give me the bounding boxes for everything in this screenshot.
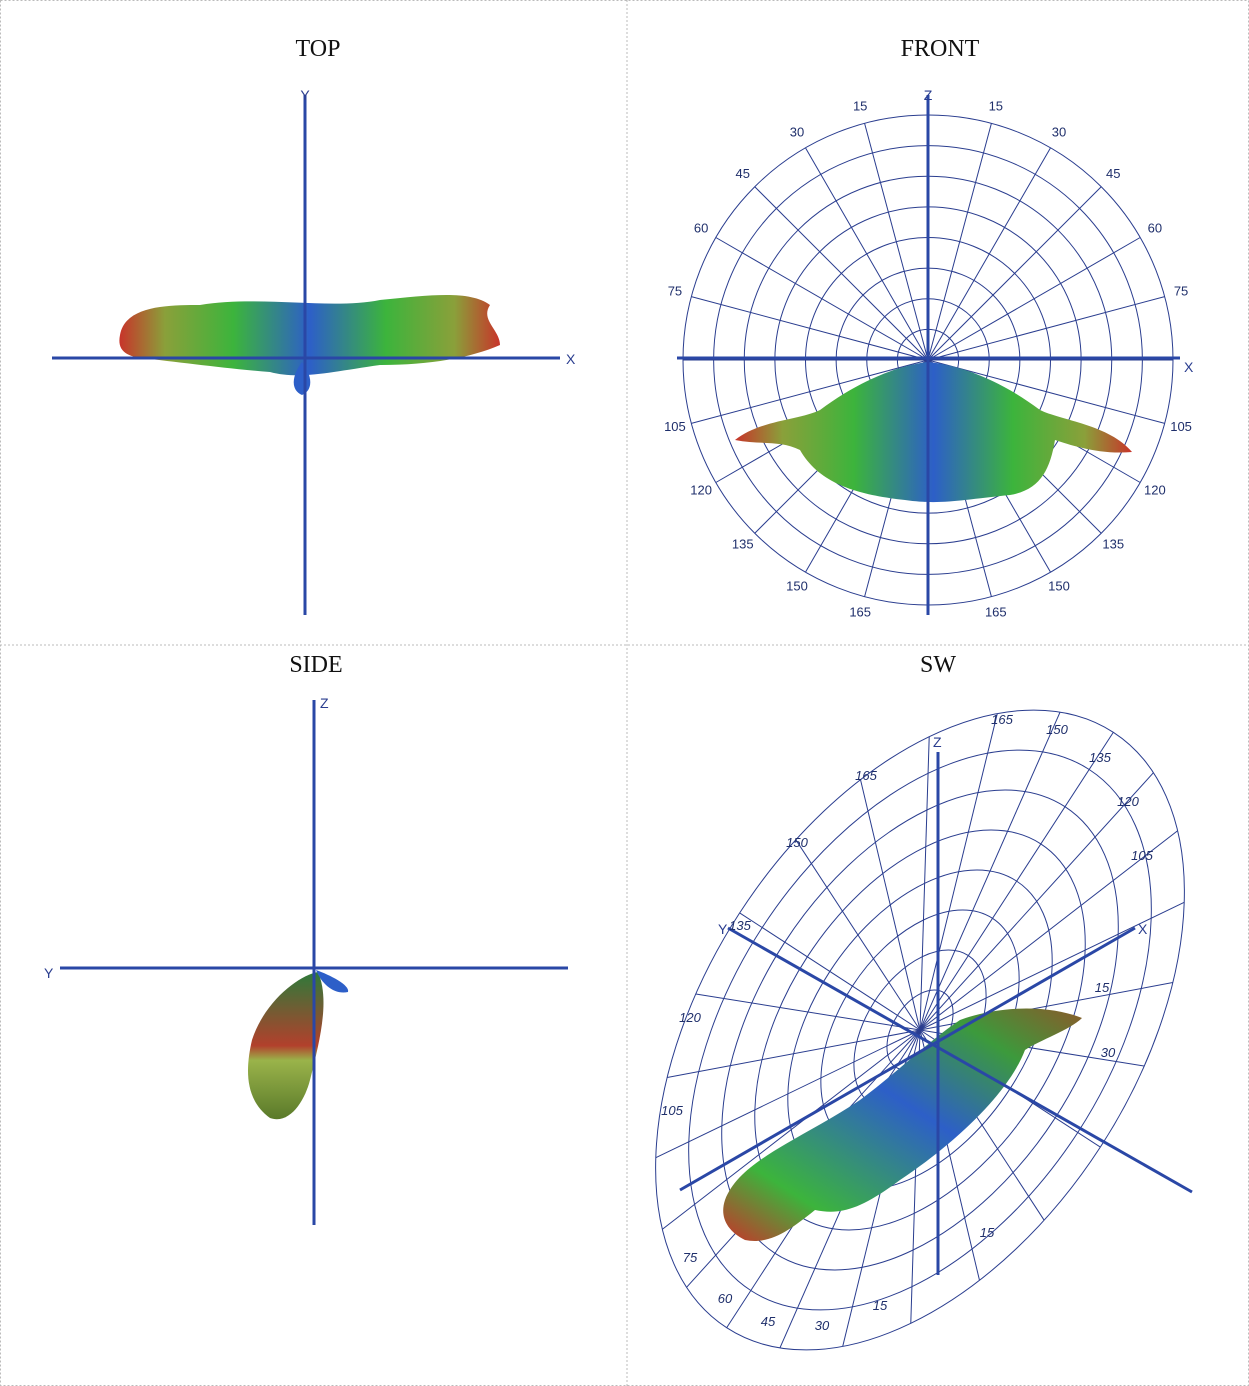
angle-label: 165: [849, 605, 871, 620]
grid: [546, 615, 1249, 1386]
angle-label: 30: [1101, 1045, 1116, 1060]
angle-label: 135: [1089, 750, 1111, 765]
axis-label: Z: [933, 734, 942, 750]
angle-label: 15: [1095, 980, 1110, 995]
angle-label: 45: [736, 166, 750, 181]
angle-label: 15: [980, 1225, 995, 1240]
sw-panel: SW Z X Y 165 150 135 120 105 75 60 45 30 15 165 150…: [546, 615, 1249, 1386]
grid-ellipse: [546, 615, 1249, 1386]
grid-spoke: [740, 913, 920, 1030]
angle-label: 60: [1148, 220, 1162, 235]
angle-label: 30: [815, 1318, 830, 1333]
angle-label: 150: [1046, 722, 1068, 737]
grid-spoke: [928, 148, 1051, 360]
angle-label: 105: [1131, 848, 1153, 863]
angle-label: 120: [690, 482, 712, 497]
angle-label: 135: [1102, 537, 1124, 552]
angle-label: 105: [1170, 419, 1192, 434]
angle-label: 165: [991, 712, 1013, 727]
grid-spoke: [928, 123, 991, 360]
angle-label: 135: [732, 537, 754, 552]
top-panel: TOP Y X: [52, 36, 576, 615]
axis-label: Z: [924, 87, 933, 103]
angle-label: 60: [694, 220, 708, 235]
angle-label: 15: [873, 1298, 888, 1313]
grid-spoke: [716, 238, 928, 361]
grid-spoke: [865, 123, 928, 360]
grid-spoke: [691, 297, 928, 360]
axis-label: X: [566, 351, 576, 367]
lobe: [248, 972, 323, 1119]
angle-label: 105: [661, 1103, 683, 1118]
grid-spoke: [764, 780, 1017, 1030]
angle-label: 165: [855, 768, 877, 783]
grid-spoke: [928, 187, 1101, 360]
axis-label: Y: [44, 965, 54, 981]
angle-label: 150: [1048, 578, 1070, 593]
lobe: [735, 362, 1132, 502]
grid-spoke: [928, 297, 1165, 360]
panel-borders: [0, 0, 1249, 1386]
angle-label: 120: [1117, 794, 1139, 809]
grid-spoke: [755, 187, 928, 360]
panel-title: SIDE: [289, 652, 342, 678]
axis-label: X: [1138, 921, 1148, 937]
angle-label: 75: [1174, 284, 1188, 299]
lobe: [119, 295, 500, 375]
panel-title: FRONT: [901, 36, 980, 62]
angle-label: 45: [761, 1314, 776, 1329]
axes: [52, 95, 560, 615]
panel-title: SW: [920, 652, 956, 678]
angle-label: 75: [668, 284, 682, 299]
angle-label: 105: [664, 419, 686, 434]
angle-label: 30: [790, 125, 804, 140]
axis-label: X: [1184, 359, 1194, 375]
angle-label: 75: [683, 1250, 698, 1265]
figure: TOP Y X FRONT Z X 165 165 150 150 135 135 120 1…: [0, 0, 1249, 1386]
panel-title: TOP: [296, 36, 341, 62]
angle-label: 45: [1106, 166, 1120, 181]
angle-label: 30: [1052, 125, 1066, 140]
axis-label: Y: [718, 921, 728, 937]
polar-grid: [546, 615, 1249, 1386]
grid-spoke: [928, 238, 1140, 361]
grid-spoke: [920, 732, 1113, 1030]
angle-label: 15: [853, 98, 867, 113]
angle-label: 150: [786, 835, 808, 850]
angle-label: 165: [985, 605, 1007, 620]
grid-spoke: [806, 148, 929, 360]
axes: [60, 700, 568, 1225]
angle-label: 60: [718, 1291, 733, 1306]
axis-label: Z: [320, 695, 329, 711]
angle-label: 120: [1144, 482, 1166, 497]
side-panel: SIDE Z Y: [44, 652, 568, 1225]
front-panel: FRONT Z X 165 165 150 150 135 135 120 120 105 105…: [664, 36, 1194, 620]
angle-label: 15: [989, 98, 1003, 113]
angle-label: 135: [729, 918, 751, 933]
angle-label: 150: [786, 578, 808, 593]
angle-label: 120: [679, 1010, 701, 1025]
axis-label: Y: [300, 87, 310, 103]
